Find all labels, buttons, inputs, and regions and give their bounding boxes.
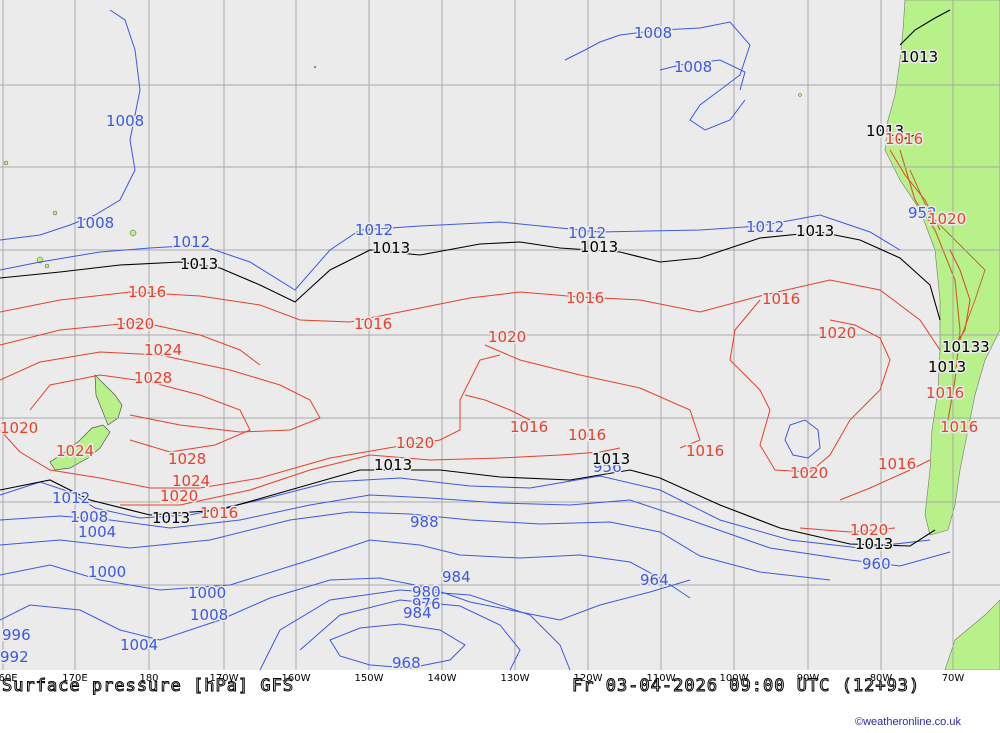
isobar-label-blue: 1012 [568,224,606,242]
isobar-label-black: 1013 [372,239,410,257]
isobar-label-blue: 996 [2,626,31,644]
lon-label-90w: 90W [796,673,820,684]
isobar-label-red: 1024 [172,472,210,490]
isobar-label-black: 1013 [866,122,904,140]
isobar-label-blue: 1012 [52,489,90,507]
isobar-label-red: 1016 [762,290,800,308]
land-south-america-andes [899,149,961,421]
isobar-label-red: 1016 [878,455,916,473]
isobar-label-blue: 1008 [190,606,228,624]
isobar-label-red: 1020 [0,419,38,437]
lon-label-80w: 80W [869,673,893,684]
lon-label-100w: 100W [719,673,749,684]
isobar-label-blue: 964 [640,571,669,589]
isobar-label-red: 1016 [568,426,606,444]
isobar-label-black: 1013 [374,456,412,474]
isobar-label-red: 1016 [926,384,964,402]
isobar-label-black: 1013 [928,358,966,376]
isobar-label-black: 10133 [942,338,990,356]
land-new-zealand-south [49,424,111,471]
pacific-islands [3,65,802,269]
isobar-label-red: 1028 [134,369,172,387]
isobar-label-red: 1024 [56,442,94,460]
isobar-label-red: 1024 [144,341,182,359]
isobar-label-blue: 952 [908,204,937,222]
isobar-label-black: 1013 [900,48,938,66]
isobar-label-red: 1016 [566,289,604,307]
isobar-label-red: 1016 [354,315,392,333]
isobar-label-red: 1020 [928,210,966,228]
lon-label-70w: 70W [941,673,965,684]
isobar-label-red: 1020 [850,521,888,539]
lon-label-110w: 110W [646,673,676,684]
isobar-label-blue: 1008 [76,214,114,232]
credit-link[interactable]: ©weatheronline.co.uk [855,716,961,728]
isobar-label-red: 1016 [128,283,166,301]
isobar-label-red: 1020 [160,487,198,505]
isobar-label-blue: 1008 [674,58,712,76]
isobar-label-red: 1016 [940,418,978,436]
isobar-label-red: 1020 [396,434,434,452]
lon-label-170e: 170E [62,673,88,684]
isobar-label-blue: 1008 [106,112,144,130]
isobar-label-blue: 988 [410,513,439,531]
isobars-1013 [0,9,951,547]
isobar-label-red: 1028 [168,450,206,468]
isobar-label-blue: 1012 [172,233,210,251]
isobars-high [0,149,971,533]
isobar-label-black: 1013 [796,222,834,240]
isobar-label-blue: 984 [442,568,471,586]
lon-label-170w: 170W [209,673,239,684]
isobar-label-black: 1013 [180,255,218,273]
isobars-low [0,9,951,670]
lon-label-130w: 130W [500,673,530,684]
isobar-label-blue: 992 [0,648,29,666]
isobar-label-blue: 1004 [78,523,116,541]
isobar-label-red: 1016 [200,504,238,522]
isobar-label-red: 1020 [818,324,856,342]
isobar-label-blue: 1012 [746,218,784,236]
isobar-label-black: 1013 [855,535,893,553]
isobar-label-blue: 1000 [88,563,126,581]
isobar-label-black: 1013 [152,509,190,527]
isobar-label-blue: 984 [403,604,432,622]
lon-label-140w: 140W [427,673,457,684]
valid-time: Fr 03-04-2026 09:00 UTC (12+93) [571,676,921,697]
isobar-label-blue: 960 [862,555,891,573]
isobar-label-red: 1020 [116,315,154,333]
isobar-label-blue: 1012 [355,221,393,239]
isobar-label-blue: 980 [412,583,441,601]
isobar-label-red: 1016 [686,442,724,460]
isobar-label-red: 1016 [510,418,548,436]
lon-label-160w: 160W [281,673,311,684]
isobar-label-red: 1020 [790,464,828,482]
land-antarctic-peninsula [944,599,1000,670]
isobar-label-blue: 968 [392,654,421,670]
isobar-label-blue: 1000 [188,584,226,602]
isobar-label-blue: 976 [412,595,441,613]
map-title: Surface pressure [hPa] GFS [1,676,295,697]
lon-label-60e: 60E [0,673,18,684]
lon-label-120w: 120W [573,673,603,684]
isobar-label-black: 1013 [580,238,618,256]
land-south-america [884,0,1000,536]
isobar-label-black: 1013 [592,450,630,468]
lon-label-150w: 150W [354,673,384,684]
lon-label-180: 180 [139,673,159,684]
isobar-label-blue: 1008 [70,508,108,526]
isobar-label-red: 1020 [488,328,526,346]
isobar-label-blue: 1008 [634,24,672,42]
land-south-america-andes-2 [909,169,986,341]
isobar-label-blue: 956 [593,458,622,476]
isobar-label-red: 1016 [885,130,923,148]
isobar-label-blue: 1004 [120,636,158,654]
